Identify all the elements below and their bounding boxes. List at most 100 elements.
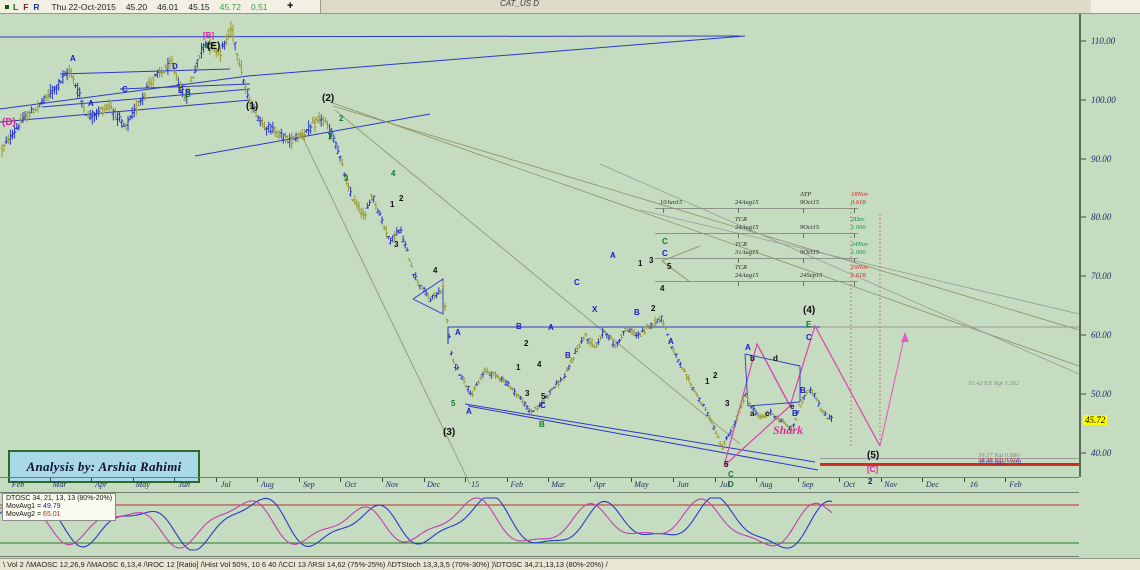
date-axis-label: May: [634, 480, 649, 489]
dtosc-indicator-pane[interactable]: DTOSC 34, 21, 13, 13 (80%-20%) MovAvg1 =…: [0, 491, 1079, 557]
wave-label: E: [806, 320, 812, 329]
fib-time-marker: [854, 281, 855, 286]
date-axis-tick: [631, 478, 633, 482]
wave-label: 2: [651, 304, 656, 313]
price-axis-label: 90.00: [1091, 153, 1112, 164]
fib-time-line: [655, 281, 858, 282]
date-axis-label: Apr: [593, 480, 606, 489]
wave-label: 5: [724, 460, 729, 469]
wave-label: (5): [867, 450, 880, 461]
wave-label: d: [773, 354, 778, 363]
fib-time-entry: TCR 24Aug15: [735, 264, 759, 279]
wave-label: [B]: [203, 31, 215, 40]
wave-label: a: [750, 409, 755, 418]
date-axis-tick: [49, 478, 51, 482]
date-axis-label: Oct: [843, 480, 855, 489]
date-axis-tick: [797, 478, 799, 482]
date-axis-tick: [91, 478, 93, 482]
date-axis-tick: [298, 478, 300, 482]
date-axis-label: Mar: [551, 480, 566, 489]
fib-price-label: 51.42 EX Rgt 1.362: [968, 380, 1020, 388]
wave-label: A: [466, 407, 472, 416]
fib-time-entry: 24Sep15: [800, 272, 823, 279]
wave-label: (3): [443, 427, 456, 438]
fib-time-marker: [738, 208, 739, 213]
wave-label: C: [540, 401, 546, 410]
fib-time-line: [655, 258, 858, 259]
fib-time-entry: 2Dec 1.000: [851, 216, 866, 231]
date-axis-label: Feb: [510, 480, 523, 489]
price-axis-tick: [1081, 158, 1086, 159]
price-axis-tick: [1081, 275, 1086, 277]
date-axis-label: Sep: [801, 480, 814, 489]
wave-label: B: [792, 409, 798, 418]
date-axis-label: Feb: [11, 480, 25, 489]
price-axis-label: 40.00: [1091, 448, 1112, 459]
price-axis-tick: [1081, 334, 1086, 336]
date-axis-label: May: [135, 480, 150, 489]
date-axis-tick: [756, 478, 758, 482]
date-axis-tick: [963, 478, 965, 482]
wave-label: B: [800, 386, 806, 395]
wave-label: A: [668, 337, 674, 346]
symbol-title: CAT_US D: [500, 0, 539, 8]
last-price-axis-badge: 45.72: [1083, 414, 1108, 425]
quote-change: 0.51: [250, 1, 268, 12]
wave-label: 4: [537, 360, 542, 369]
date-axis-tick: [922, 478, 924, 482]
log-toggle[interactable]: L: [13, 1, 19, 12]
date-axis-tick: [589, 478, 591, 482]
price-axis-tick: [1081, 452, 1086, 454]
wave-label: 1: [516, 363, 521, 372]
quote-open: 45.20: [125, 1, 148, 12]
wave-label: (4): [803, 305, 816, 316]
price-axis-label: 80.00: [1091, 212, 1112, 223]
date-axis-label: 15: [471, 480, 480, 489]
wave-label: C: [806, 333, 812, 342]
quote-last: 45.72: [219, 1, 241, 12]
date-axis-tick: [382, 478, 384, 482]
wave-label: B: [565, 351, 571, 360]
add-indicator-button[interactable]: +: [287, 0, 294, 12]
wave-label: B: [539, 420, 545, 429]
wave-label: e: [790, 402, 795, 411]
date-axis-label: Dec: [427, 480, 441, 489]
wave-label: A: [610, 251, 616, 260]
price-chart-pane[interactable]: 10Jun15 24Aug15 ATP 9Oct15 18Nov 0.618 TCR 24Au…: [0, 14, 1080, 489]
header-scroll-region[interactable]: [320, 0, 1091, 13]
price-axis[interactable]: 110.00 100.00 90.00 80.00 70.00 60.00 50.00 40.…: [1079, 14, 1140, 477]
price-axis-tick: [1081, 216, 1086, 218]
price-axis-tick: [1081, 393, 1086, 395]
fib-price-label: 38.38 Rgt 0.618: [978, 456, 1020, 464]
refresh-toggle[interactable]: R: [33, 1, 40, 12]
wave-label: A: [70, 54, 76, 63]
indicator-name: DTOSC 34, 21, 13, 13 (80%-20%): [6, 495, 113, 502]
wave-label: C: [574, 278, 580, 287]
fib-time-entry: 19Nov 1.618: [851, 264, 868, 279]
date-axis-label: Dec: [925, 480, 939, 489]
fullscreen-toggle[interactable]: F: [23, 1, 29, 12]
date-axis-tick: [8, 478, 9, 482]
fib-time-marker: [738, 233, 739, 238]
wave-label: 2: [399, 194, 404, 203]
wave-label: B: [185, 90, 191, 99]
date-axis-label: 16: [969, 480, 978, 489]
date-axis-label: Nov: [385, 480, 399, 489]
date-axis-tick: [672, 478, 674, 482]
date-axis-tick: [215, 478, 217, 482]
fib-time-entry: TCR 31Aug15: [735, 241, 759, 256]
date-axis[interactable]: Feb Mar Apr May Jun Jul Aug Sep Oct Nov Dec 15 Feb Ma…: [0, 477, 1079, 493]
wave-label: 5: [541, 392, 546, 401]
wave-label: D: [728, 480, 734, 489]
fib-time-entry: 18Nov 0.618: [851, 191, 868, 206]
indicator-tab-bar[interactable]: \ Vol 2 /\MAOSC 12,26,9 /\MAOSC 6,13,4 /…: [0, 558, 1140, 570]
fib-time-entry: 10Jun15: [660, 199, 683, 206]
fib-time-entry: TCR 24Aug15: [735, 216, 759, 231]
wave-label: C: [206, 42, 212, 51]
fib-time-marker: [803, 281, 804, 286]
wave-label: 2: [339, 114, 344, 123]
wave-label: E: [178, 86, 184, 95]
status-square-icon: [5, 4, 9, 9]
wave-label: (2): [322, 93, 335, 104]
